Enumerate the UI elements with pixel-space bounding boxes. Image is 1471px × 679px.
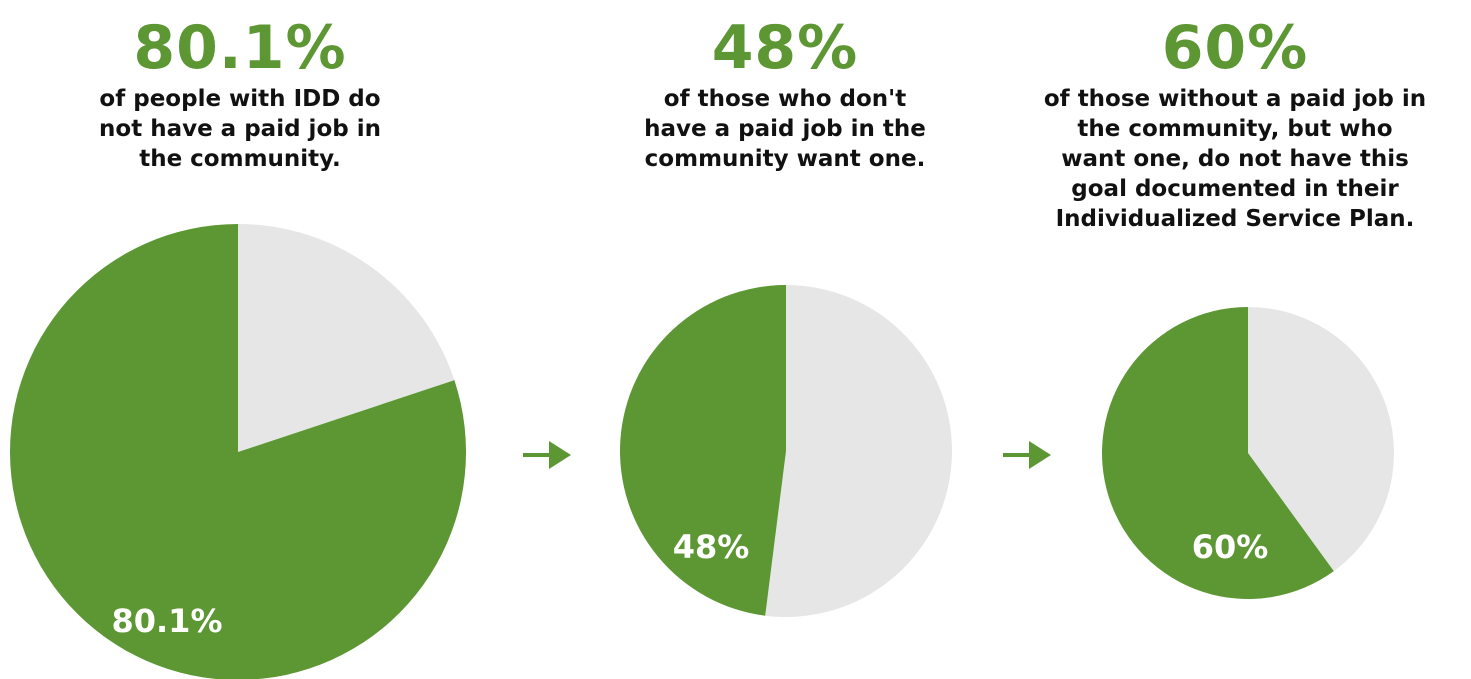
stat-panel-3: 60% of those without a paid job in the c… — [1010, 0, 1460, 234]
stat-panel-2: 48% of those who don't have a paid job i… — [590, 0, 980, 174]
description-2-line-2: have a paid job in the — [644, 116, 926, 142]
description-3-line-1: of those without a paid job in — [1043, 86, 1427, 112]
pie-slice-remainder — [1248, 307, 1395, 572]
pie-2: 48% — [620, 285, 953, 617]
pie-slice-remainder — [765, 285, 953, 617]
headline-stat-2: 48% — [711, 13, 859, 83]
description-2: of those who don't have a paid job in th… — [590, 84, 980, 174]
description-3-line-5: Individualized Service Plan. — [1055, 206, 1415, 232]
pie-slice-main — [620, 285, 786, 616]
description-1-line-3: the community. — [139, 146, 341, 172]
pie-3: 60% — [1102, 307, 1395, 599]
pie-slice-label: 80.1% — [111, 602, 222, 640]
description-1: of people with IDD do not have a paid jo… — [50, 84, 430, 174]
pie-slice-main — [10, 224, 466, 679]
arrow-right-icon — [523, 441, 571, 469]
description-1-line-1: of people with IDD do — [99, 86, 381, 112]
headline-stat-1: 80.1% — [133, 13, 347, 83]
pie-slice-label: 60% — [1192, 528, 1269, 566]
arrow-right-icon — [1003, 441, 1051, 469]
pie-1: 80.1% — [10, 224, 466, 679]
pie-slice-label: 48% — [673, 528, 750, 566]
stat-panel-1: 80.1% of people with IDD do not have a p… — [50, 0, 430, 174]
description-3: of those without a paid job in the commu… — [1010, 84, 1460, 234]
description-2-line-1: of those who don't — [663, 86, 907, 112]
description-3-line-3: want one, do not have this — [1061, 146, 1409, 172]
headline-stat-3: 60% — [1161, 13, 1309, 83]
description-3-line-4: goal documented in their — [1071, 176, 1399, 202]
description-1-line-2: not have a paid job in — [99, 116, 381, 142]
description-3-line-2: the community, but who — [1077, 116, 1393, 142]
pie-slice-remainder — [238, 224, 455, 452]
pie-slice-main — [1102, 307, 1334, 599]
description-2-line-3: community want one. — [644, 146, 926, 172]
